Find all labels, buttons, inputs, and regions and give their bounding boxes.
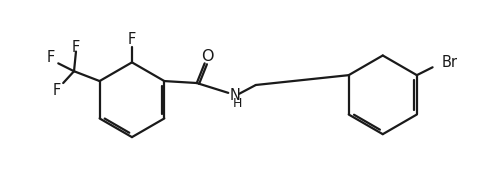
Text: F: F bbox=[46, 50, 55, 65]
Text: F: F bbox=[52, 83, 60, 98]
Text: Br: Br bbox=[441, 55, 458, 70]
Text: F: F bbox=[128, 32, 136, 47]
Text: F: F bbox=[72, 40, 80, 55]
Text: O: O bbox=[201, 49, 214, 64]
Text: H: H bbox=[233, 97, 242, 110]
Text: N: N bbox=[229, 88, 240, 103]
